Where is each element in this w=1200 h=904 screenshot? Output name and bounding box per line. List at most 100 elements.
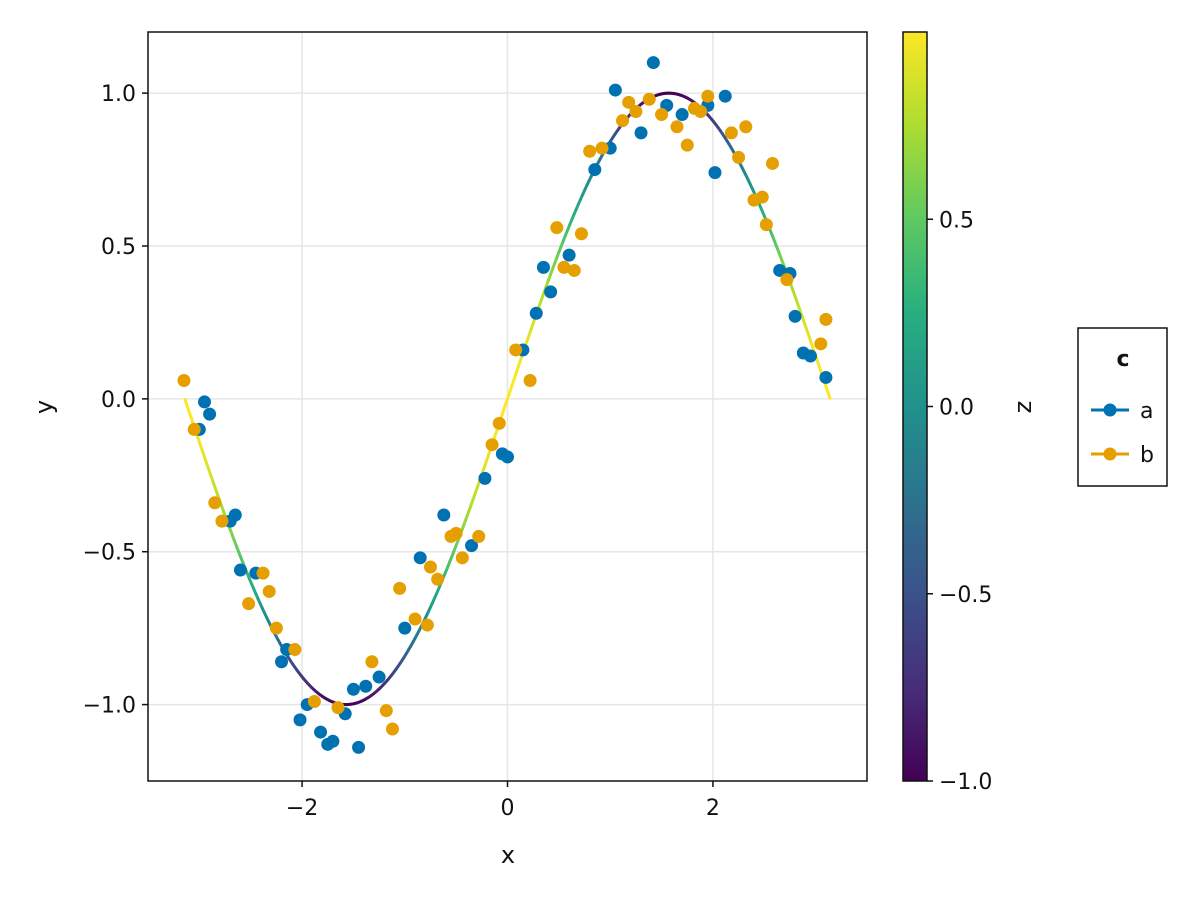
grid bbox=[148, 32, 867, 781]
point-b bbox=[780, 273, 793, 286]
point-b bbox=[655, 108, 668, 121]
colorbar bbox=[903, 32, 927, 781]
point-b bbox=[701, 90, 714, 103]
point-a bbox=[501, 450, 514, 463]
point-a bbox=[347, 683, 360, 696]
colorbar-tick-label: −0.5 bbox=[939, 583, 992, 608]
point-a bbox=[198, 395, 211, 408]
point-b bbox=[393, 582, 406, 595]
point-b bbox=[629, 105, 642, 118]
legend: c ab bbox=[1078, 328, 1167, 486]
point-b bbox=[766, 157, 779, 170]
point-b bbox=[760, 218, 773, 231]
y-axis-title: y bbox=[30, 400, 58, 414]
point-a bbox=[478, 472, 491, 485]
point-a bbox=[676, 108, 689, 121]
legend-label-a: a bbox=[1140, 399, 1153, 424]
point-b bbox=[270, 622, 283, 635]
point-b bbox=[575, 227, 588, 240]
legend-marker-b bbox=[1104, 448, 1117, 461]
point-a bbox=[234, 564, 247, 577]
point-b bbox=[725, 126, 738, 139]
point-a bbox=[373, 671, 386, 684]
point-a bbox=[789, 310, 802, 323]
point-b bbox=[386, 723, 399, 736]
point-a bbox=[359, 680, 372, 693]
point-b bbox=[509, 343, 522, 356]
point-b bbox=[208, 496, 221, 509]
point-b bbox=[681, 139, 694, 152]
point-a bbox=[719, 90, 732, 103]
colorbar-tick-label: −1.0 bbox=[939, 770, 992, 795]
point-a bbox=[314, 726, 327, 739]
point-b bbox=[524, 374, 537, 387]
colorbar-title: z bbox=[1009, 401, 1037, 414]
point-b bbox=[380, 704, 393, 717]
point-b bbox=[177, 374, 190, 387]
point-b bbox=[215, 515, 228, 528]
point-a bbox=[609, 84, 622, 97]
point-a bbox=[819, 371, 832, 384]
point-a bbox=[437, 509, 450, 522]
y-tick-label: −0.5 bbox=[83, 541, 136, 566]
point-a bbox=[647, 56, 660, 69]
point-b bbox=[616, 114, 629, 127]
point-a bbox=[588, 163, 601, 176]
point-b bbox=[365, 655, 378, 668]
point-b bbox=[568, 264, 581, 277]
point-a bbox=[326, 735, 339, 748]
x-axis-title: x bbox=[501, 841, 515, 869]
point-a bbox=[804, 350, 817, 363]
point-b bbox=[242, 597, 255, 610]
point-b bbox=[756, 191, 769, 204]
point-b bbox=[431, 573, 444, 586]
y-tick-label: 1.0 bbox=[101, 82, 136, 107]
colorbar-axis: −1.0 −0.5 0.0 0.5 bbox=[927, 208, 992, 795]
legend-title: c bbox=[1116, 347, 1129, 372]
point-a bbox=[352, 741, 365, 754]
point-b bbox=[732, 151, 745, 164]
point-b bbox=[421, 619, 434, 632]
point-b bbox=[739, 120, 752, 133]
point-b bbox=[643, 93, 656, 106]
legend-label-b: b bbox=[1140, 443, 1154, 468]
y-tick-label: −1.0 bbox=[83, 694, 136, 719]
point-b bbox=[308, 695, 321, 708]
point-b bbox=[814, 337, 827, 350]
colorbar-tick-label: 0.5 bbox=[939, 208, 974, 233]
point-b bbox=[493, 417, 506, 430]
x-tick-label: 0 bbox=[501, 796, 515, 821]
point-b bbox=[450, 527, 463, 540]
point-a bbox=[229, 509, 242, 522]
point-b bbox=[424, 561, 437, 574]
point-b bbox=[472, 530, 485, 543]
point-b bbox=[486, 438, 499, 451]
point-a bbox=[294, 713, 307, 726]
point-b bbox=[188, 423, 201, 436]
point-b bbox=[550, 221, 563, 234]
legend-marker-a bbox=[1104, 404, 1117, 417]
point-b bbox=[694, 105, 707, 118]
point-b bbox=[257, 567, 270, 580]
point-a bbox=[414, 551, 427, 564]
point-b bbox=[332, 701, 345, 714]
point-b bbox=[263, 585, 276, 598]
colorbar-tick-label: 0.0 bbox=[939, 396, 974, 421]
point-b bbox=[595, 142, 608, 155]
point-b bbox=[819, 313, 832, 326]
point-a bbox=[544, 285, 557, 298]
point-a bbox=[708, 166, 721, 179]
point-a bbox=[398, 622, 411, 635]
point-b bbox=[409, 612, 422, 625]
point-b bbox=[670, 120, 683, 133]
point-a bbox=[275, 655, 288, 668]
point-a bbox=[530, 307, 543, 320]
x-tick-label: 2 bbox=[706, 796, 720, 821]
point-a bbox=[203, 408, 216, 421]
point-b bbox=[583, 145, 596, 158]
y-tick-label: 0.0 bbox=[101, 388, 136, 413]
y-tick-label: 0.5 bbox=[101, 235, 136, 260]
